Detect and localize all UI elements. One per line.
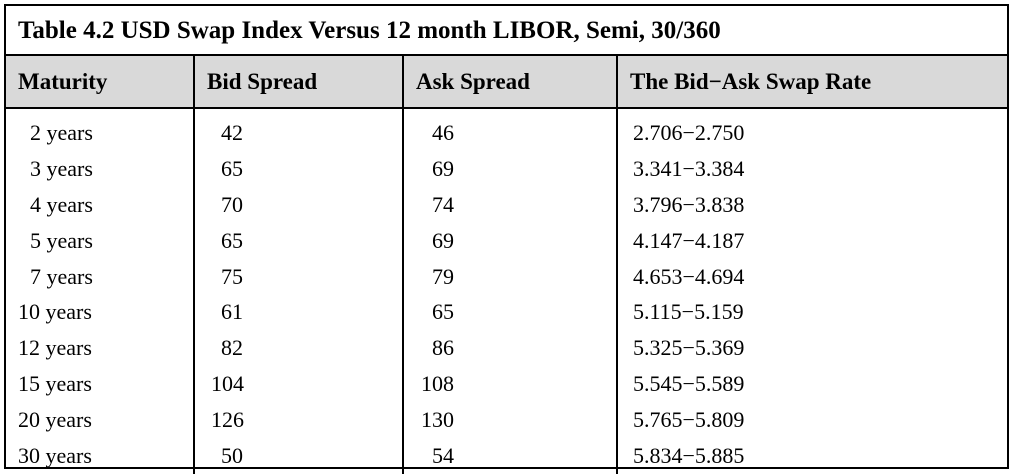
swap-table-container: Table 4.2 USD Swap Index Versus 12 month…	[4, 4, 1009, 474]
cell-ask: 74	[402, 186, 617, 223]
cell-maturity: 4 years	[30, 191, 93, 217]
cell-rate: 5.834−5.885	[616, 438, 1007, 474]
cell-maturity: 10 years	[18, 299, 92, 325]
cell-ask: 79	[402, 258, 617, 295]
cell-bid: 50	[193, 438, 403, 474]
cell-rate: 5.325−5.369	[616, 330, 1007, 367]
table-row: 4 years 70 74 3.796−3.838	[6, 186, 1007, 223]
table-row: 10 years 61 65 5.115−5.159	[6, 294, 1007, 331]
cell-ask: 86	[402, 330, 617, 367]
cell-maturity: 20 years	[18, 407, 92, 433]
cell-ask: 65	[402, 294, 617, 331]
cell-bid: 70	[193, 186, 403, 223]
cell-bid: 42	[193, 108, 403, 151]
cell-maturity: 2 years	[30, 119, 93, 145]
cell-rate: 5.765−5.809	[616, 402, 1007, 439]
cell-bid: 65	[193, 222, 403, 259]
table-row: 12 years 82 86 5.325−5.369	[6, 330, 1007, 367]
cell-maturity: 15 years	[18, 371, 92, 397]
table-row: 20 years 126 130 5.765−5.809	[6, 402, 1007, 439]
cell-ask: 46	[402, 108, 617, 151]
table-row: 7 years 75 79 4.653−4.694	[6, 258, 1007, 295]
table-title: Table 4.2 USD Swap Index Versus 12 month…	[18, 17, 721, 44]
header-ask-spread: Ask Spread	[402, 54, 617, 109]
cell-maturity: 30 years	[18, 442, 92, 468]
cell-rate: 3.341−3.384	[616, 150, 1007, 187]
swap-rate-table: Maturity Bid Spread Ask Spread The Bid−A…	[6, 54, 1007, 474]
cell-maturity: 5 years	[30, 227, 93, 253]
cell-ask: 69	[402, 150, 617, 187]
cell-maturity: 3 years	[30, 155, 93, 181]
cell-rate: 5.545−5.589	[616, 366, 1007, 403]
cell-bid: 82	[193, 330, 403, 367]
cell-rate: 4.653−4.694	[616, 258, 1007, 295]
cell-rate: 5.115−5.159	[616, 294, 1007, 331]
cell-ask: 69	[402, 222, 617, 259]
cell-ask: 108	[402, 366, 617, 403]
cell-maturity: 7 years	[30, 263, 93, 289]
table-row: 30 years 50 54 5.834−5.885	[6, 438, 1007, 474]
header-swap-rate: The Bid−Ask Swap Rate	[616, 54, 1007, 109]
cell-bid: 126	[193, 402, 403, 439]
header-bid-spread: Bid Spread	[193, 54, 403, 109]
cell-ask: 130	[402, 402, 617, 439]
header-row: Maturity Bid Spread Ask Spread The Bid−A…	[6, 54, 1007, 109]
table-row: 3 years 65 69 3.341−3.384	[6, 150, 1007, 187]
cell-rate: 3.796−3.838	[616, 186, 1007, 223]
cell-bid: 61	[193, 294, 403, 331]
table-row: 2 years 42 46 2.706−2.750	[6, 108, 1007, 151]
table-row: 5 years 65 69 4.147−4.187	[6, 222, 1007, 259]
cell-rate: 2.706−2.750	[616, 108, 1007, 151]
cell-maturity: 12 years	[18, 335, 92, 361]
cell-ask: 54	[402, 438, 617, 474]
table-row: 15 years 104 108 5.545−5.589	[6, 366, 1007, 403]
cell-rate: 4.147−4.187	[616, 222, 1007, 259]
cell-bid: 65	[193, 150, 403, 187]
cell-bid: 104	[193, 366, 403, 403]
header-maturity: Maturity	[6, 54, 194, 109]
cell-bid: 75	[193, 258, 403, 295]
